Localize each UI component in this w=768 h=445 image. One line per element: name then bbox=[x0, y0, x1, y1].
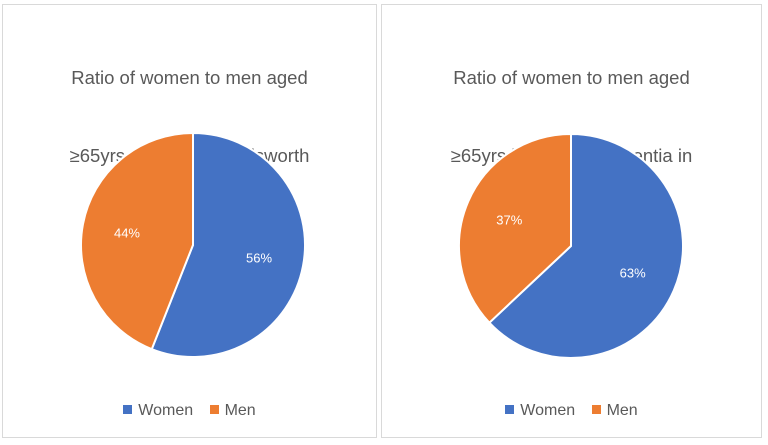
chart-panel-dementia-65: Ratio of women to men aged ≥65yrs living… bbox=[381, 4, 762, 438]
legend-label-men: Men bbox=[224, 402, 256, 419]
pie-chart: 63% 37% bbox=[458, 132, 684, 359]
data-label-women: 56% bbox=[246, 251, 272, 266]
legend-label-men: Men bbox=[606, 402, 638, 419]
legend-swatch-men bbox=[591, 405, 601, 414]
chart-title-line: Ratio of women to men aged bbox=[453, 67, 690, 88]
data-label-men: 37% bbox=[496, 212, 522, 227]
legend-item-women: Women bbox=[505, 401, 575, 421]
legend: Women Men bbox=[382, 401, 761, 421]
data-label-men: 44% bbox=[114, 225, 140, 240]
chart-title-line: Ratio of women to men aged bbox=[71, 67, 308, 88]
legend-swatch-women bbox=[123, 405, 133, 414]
data-label-women: 63% bbox=[620, 266, 646, 281]
pie-slice-women bbox=[487, 132, 684, 359]
pie-chart: 56% 44% bbox=[80, 131, 306, 358]
chart-panel-women-men-65: Ratio of women to men aged ≥65yrs living… bbox=[2, 4, 377, 438]
legend-item-men: Men bbox=[591, 401, 638, 421]
legend-swatch-women bbox=[505, 405, 515, 414]
legend: Women Men bbox=[3, 401, 376, 421]
legend-swatch-men bbox=[209, 405, 219, 414]
pie-slice-men bbox=[80, 131, 194, 351]
legend-item-women: Women bbox=[123, 401, 193, 421]
legend-label-women: Women bbox=[520, 402, 576, 419]
pie-slice-men bbox=[458, 132, 572, 325]
pie-slice-women bbox=[150, 131, 306, 358]
legend-label-women: Women bbox=[138, 402, 194, 419]
legend-item-men: Men bbox=[209, 401, 256, 421]
